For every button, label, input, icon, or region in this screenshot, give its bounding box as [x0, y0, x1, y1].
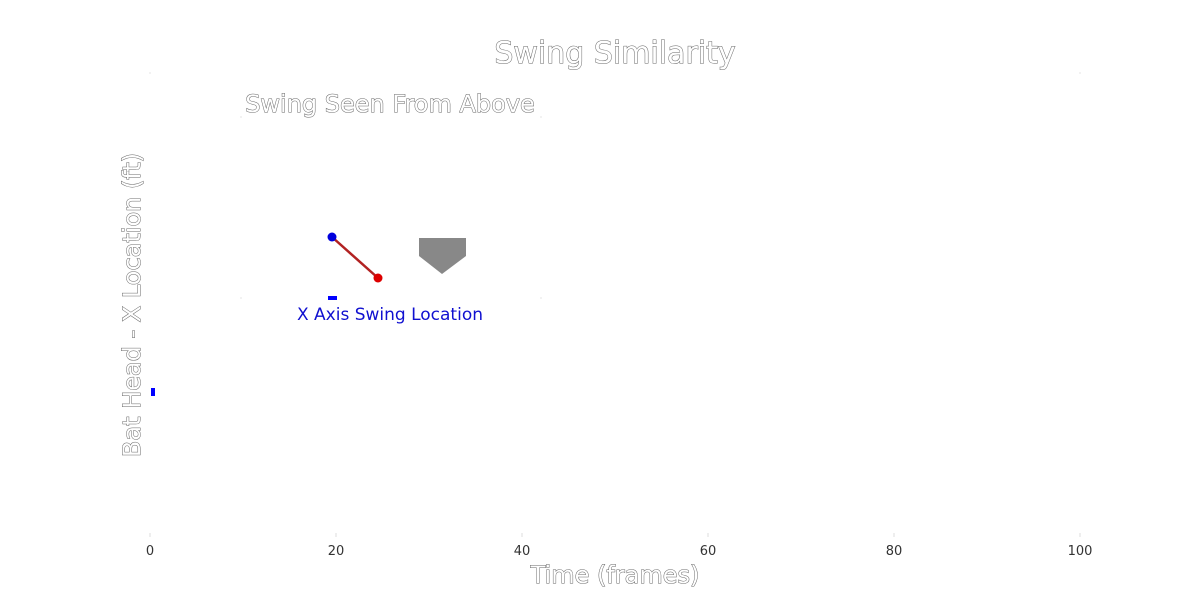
inset-marks [240, 116, 542, 300]
y-axis-label: Bat Head - X Location (ft) [118, 153, 146, 457]
main-series-marks [151, 388, 155, 396]
inset-swing-from-above: Swing Seen From Above X Axis Swing Locat… [240, 90, 542, 325]
x-tick-label: 40 [514, 544, 531, 559]
x-axis-swing-marker [328, 296, 337, 300]
x-axis-label: Time (frames) [530, 561, 700, 589]
inset-title: Swing Seen From Above [245, 90, 535, 118]
chart-title: Swing Similarity [494, 36, 735, 71]
bat-handle-point [327, 232, 337, 242]
series-point [151, 388, 155, 396]
inset-annotation: X Axis Swing Location [297, 305, 483, 325]
home-plate [419, 238, 466, 274]
x-axis-ticks: 0 20 40 60 80 100 [146, 72, 1093, 559]
x-tick-label: 20 [328, 544, 345, 559]
x-tick-label: 0 [146, 544, 154, 559]
x-tick-label: 60 [700, 544, 717, 559]
x-tick-label: 100 [1068, 544, 1093, 559]
x-tick-label: 80 [886, 544, 903, 559]
bat-line [331, 236, 379, 279]
bat-head-point [373, 273, 383, 283]
